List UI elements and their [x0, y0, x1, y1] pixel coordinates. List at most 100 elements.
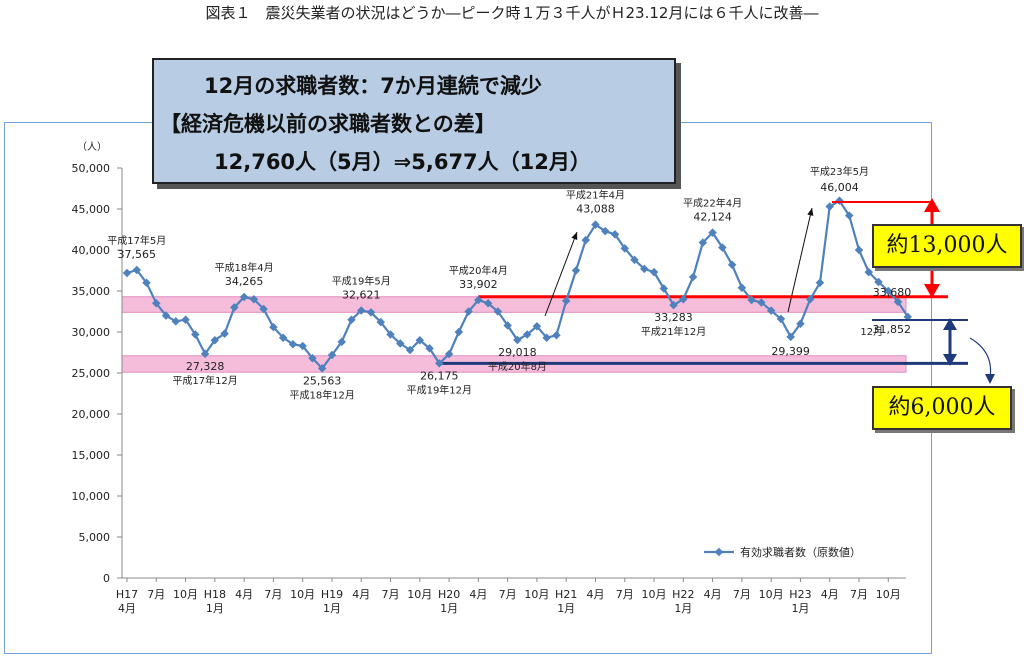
data-point: [191, 330, 200, 339]
data-point: [864, 267, 874, 277]
data-point: [874, 277, 883, 287]
data-label-value: 29,399: [771, 345, 810, 358]
difference-13000-box: 約13,000人: [872, 224, 1022, 268]
data-point: [513, 335, 522, 345]
data-point: [249, 294, 259, 304]
x-tick-label: 1月: [674, 602, 692, 615]
data-point: [757, 298, 766, 307]
callout-box: 12月の求職者数：7か月連続で減少 【経済危機以前の求職者数との差】 12,76…: [152, 58, 676, 184]
x-tick-label: 7月: [147, 588, 165, 601]
data-point: [464, 307, 473, 316]
data-point: [366, 308, 376, 317]
data-point: [181, 315, 190, 324]
data-point: [161, 311, 171, 320]
data-point: [278, 333, 288, 342]
data-label-value: 33,283: [654, 311, 693, 324]
data-point: [640, 264, 649, 274]
data-label-note: 平成21年4月: [566, 189, 625, 202]
data-point: [669, 300, 678, 310]
data-point: [659, 284, 669, 293]
data-point: [337, 337, 346, 347]
legend-label: 有効求職者数（原数値）: [740, 545, 861, 559]
data-point: [396, 339, 405, 348]
callout-line-1: 12月の求職者数：7か月連続で減少: [204, 74, 542, 98]
navy-gap-arrow-head-top: [943, 318, 957, 330]
y-tick-label: 0: [103, 572, 110, 585]
data-point: [435, 359, 444, 368]
data-label-note: 平成20年8月: [488, 360, 547, 373]
x-tick-label: 4月: [118, 602, 136, 615]
y-tick-label: 25,000: [72, 367, 111, 380]
data-point: [796, 319, 805, 329]
y-tick-label: 35,000: [72, 285, 111, 298]
data-point: [561, 296, 571, 306]
data-label-value: 42,124: [693, 211, 732, 224]
y-tick-label: 20,000: [72, 408, 111, 421]
data-point: [786, 332, 795, 342]
data-point: [747, 295, 756, 305]
data-label-value: 27,328: [186, 360, 225, 373]
data-label-value: 37,565: [118, 248, 157, 261]
x-tick-label: 10月: [642, 588, 667, 601]
x-tick-label: 4月: [235, 588, 253, 601]
data-point: [884, 286, 893, 296]
rise-arrow-2009-head: [571, 232, 578, 240]
navy-curve-arrow: [969, 337, 992, 379]
data-point: [288, 340, 298, 349]
data-label-note: 12月: [860, 326, 883, 338]
data-point: [425, 344, 434, 353]
data-point: [630, 255, 639, 265]
data-label-note: 平成17年12月: [172, 374, 237, 387]
data-point: [259, 304, 268, 314]
data-point: [688, 272, 698, 282]
data-label-value: 31,852: [873, 323, 912, 336]
data-point: [483, 299, 493, 308]
figure-title: 図表１ 震災失業者の状況はどうか―ピーク時１万３千人がＨ23.12月には６千人に…: [205, 4, 819, 22]
data-label-note: 平成20年4月: [449, 264, 508, 277]
data-point: [893, 297, 903, 307]
y-tick-label: 10,000: [72, 490, 111, 503]
data-point: [444, 349, 454, 359]
data-point: [532, 322, 542, 331]
data-point: [122, 268, 132, 278]
data-point: [766, 306, 776, 315]
data-point: [308, 353, 317, 363]
data-point: [474, 295, 483, 305]
data-point: [142, 278, 151, 288]
data-point: [171, 317, 181, 326]
data-point: [522, 330, 532, 339]
data-label-value: 43,088: [576, 203, 615, 216]
data-label-note: 平成17年5月: [107, 234, 166, 247]
data-point: [298, 341, 307, 351]
data-label-value: 25,563: [303, 374, 342, 387]
data-point: [415, 335, 425, 345]
data-point: [737, 283, 747, 292]
x-tick-label: H20: [438, 588, 460, 601]
rise-arrow-2011: [787, 207, 813, 313]
data-point: [903, 312, 913, 322]
data-point: [776, 314, 786, 324]
y-tick-label: 45,000: [72, 203, 111, 216]
data-label-note: 平成19年5月: [332, 275, 391, 288]
data-label-note: 平成22年4月: [683, 197, 742, 210]
x-tick-label: H17: [116, 588, 138, 601]
data-point: [854, 245, 864, 255]
navy-curve-arrow-head: [985, 374, 995, 384]
x-tick-label: H23: [789, 588, 811, 601]
x-tick-label: 10月: [524, 588, 549, 601]
y-unit-label: （人）: [77, 141, 107, 153]
x-tick-label: 10月: [876, 588, 901, 601]
data-label-value: 33,902: [459, 278, 498, 291]
x-tick-label: 1月: [440, 602, 458, 615]
data-point: [386, 330, 395, 339]
data-point: [132, 265, 142, 275]
data-point: [200, 349, 210, 359]
data-point: [649, 267, 659, 277]
data-label-value: 29,018: [498, 346, 537, 359]
data-label-value: 34,265: [225, 275, 264, 288]
x-tick-label: 10月: [290, 588, 315, 601]
y-tick-label: 30,000: [72, 326, 111, 339]
data-point: [679, 294, 688, 304]
y-tick-label: 50,000: [72, 162, 111, 175]
